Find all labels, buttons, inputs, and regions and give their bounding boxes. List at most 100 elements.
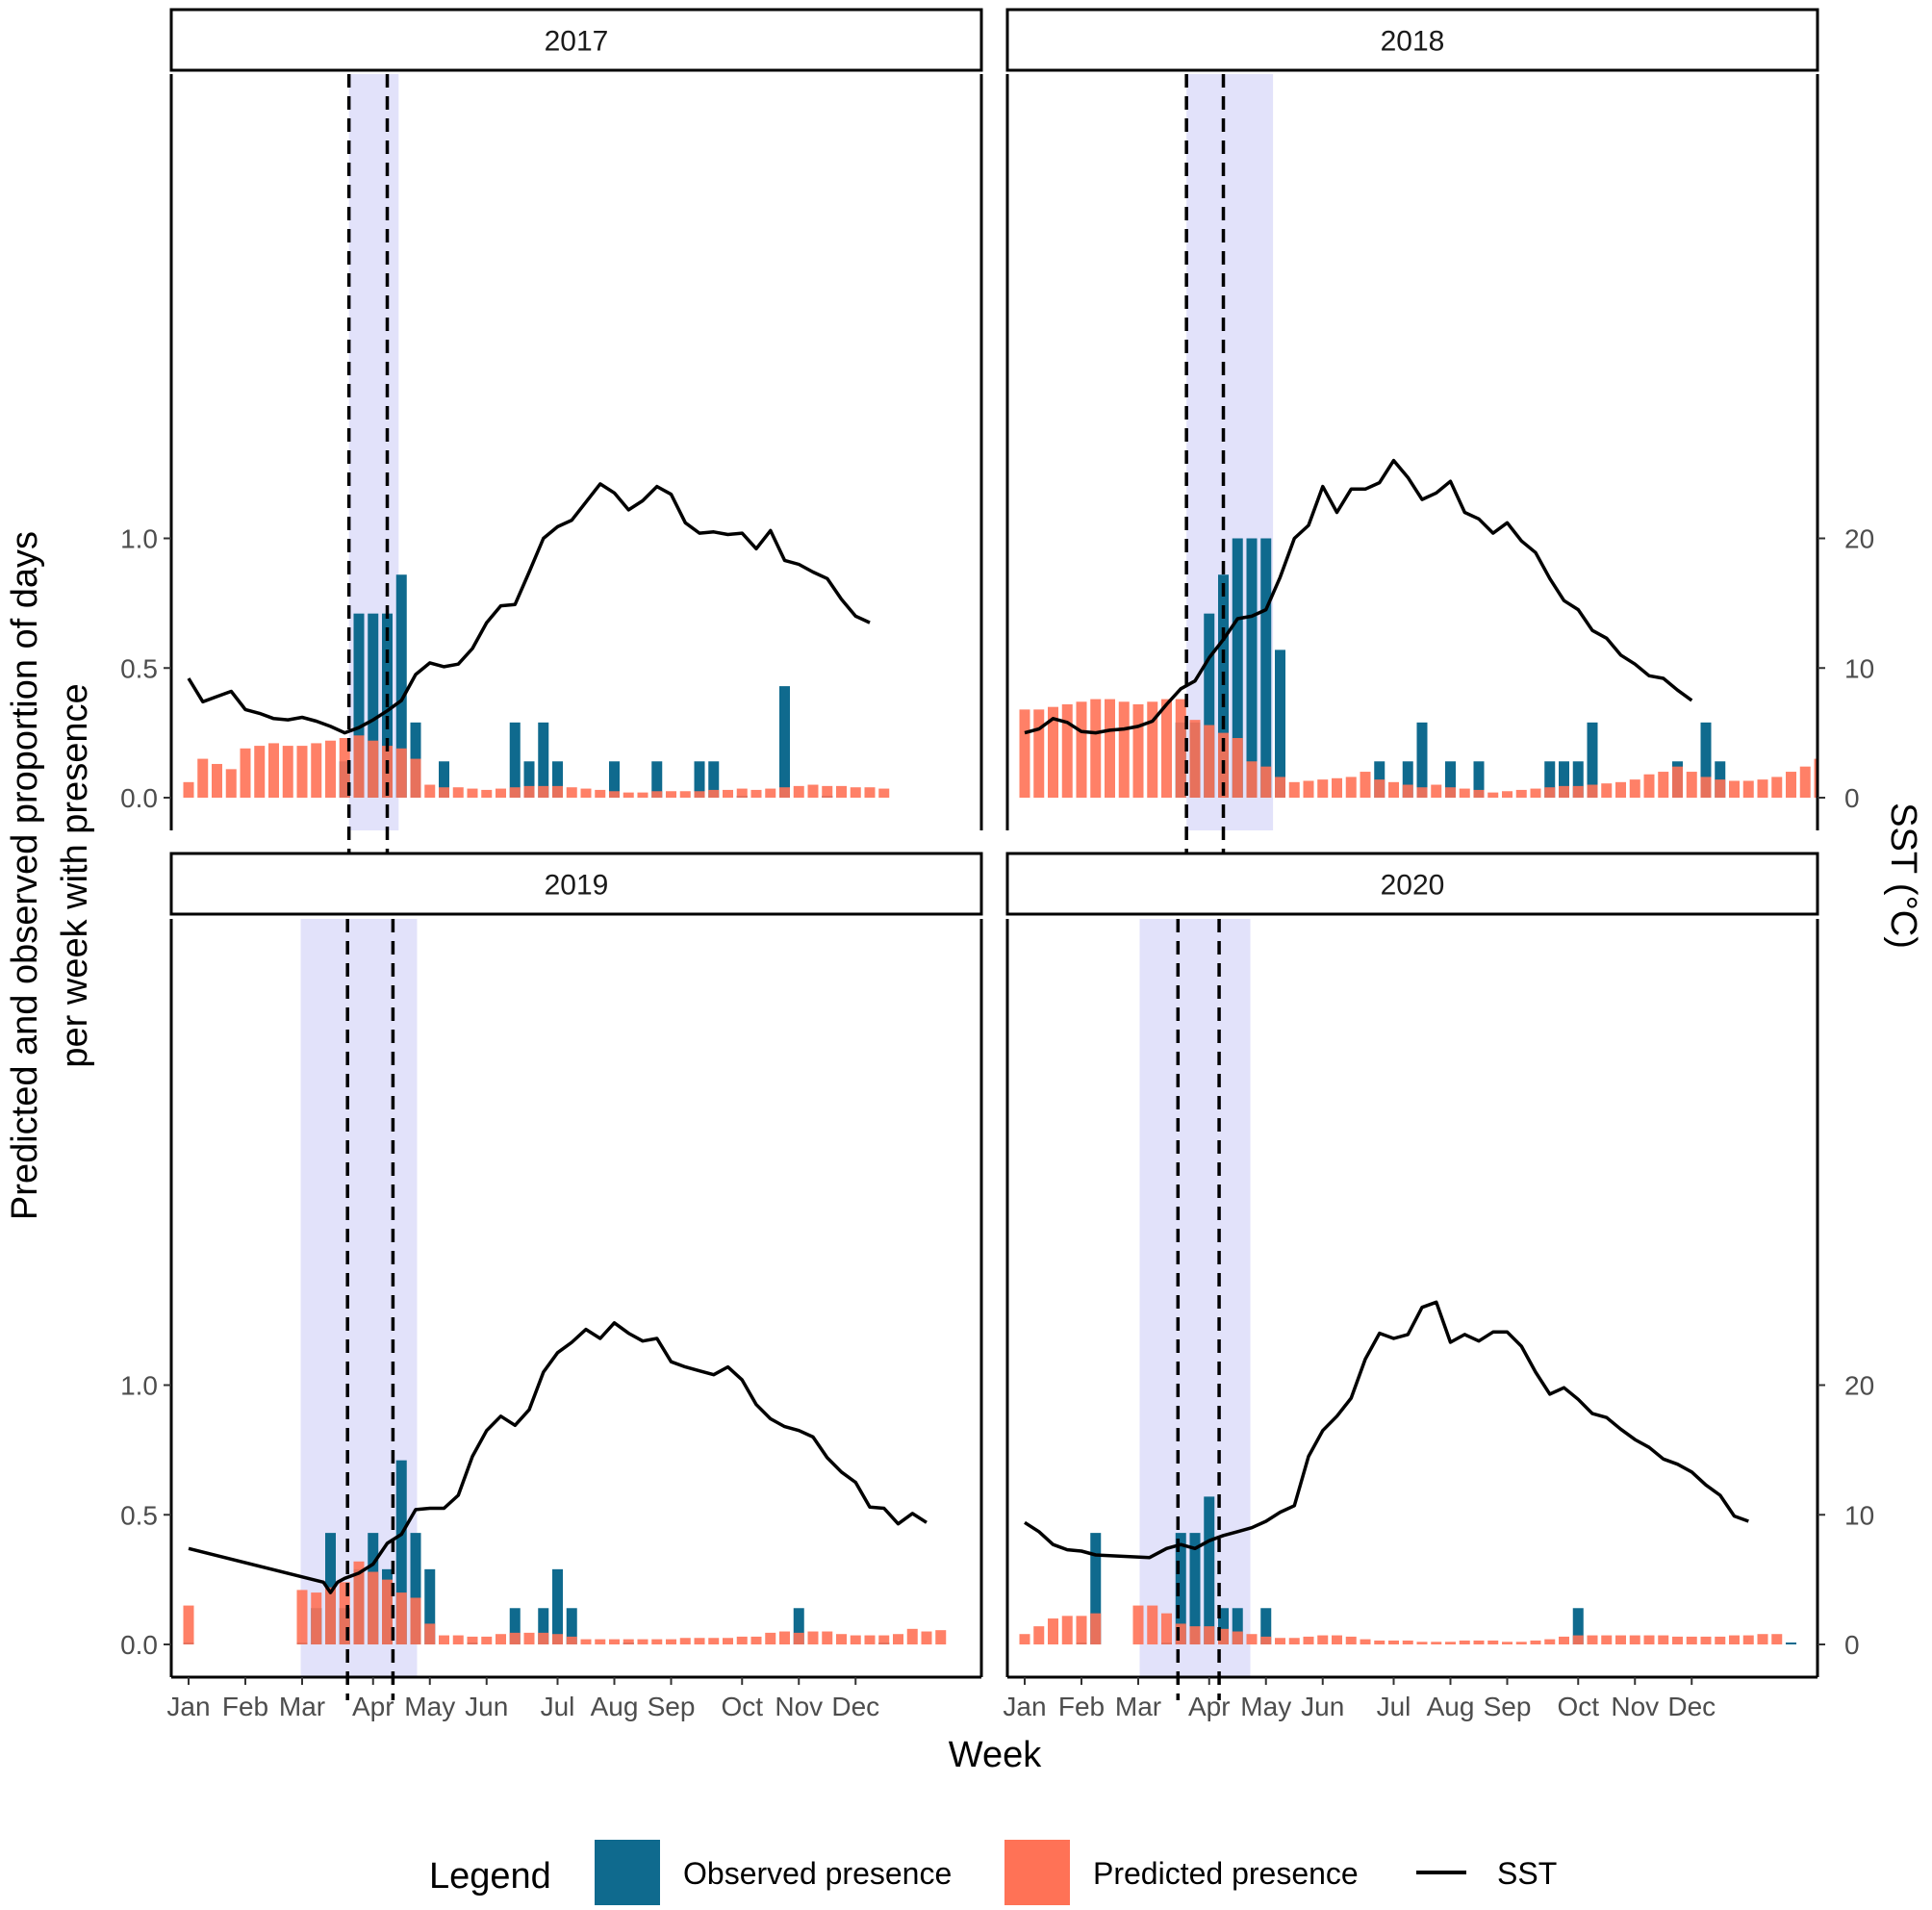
predicted-bar (523, 785, 535, 798)
predicted-bar (1487, 1640, 1499, 1644)
predicted-bar (836, 1634, 847, 1644)
panel-strip-label: 2019 (545, 870, 609, 902)
observed-bar (1445, 761, 1456, 798)
predicted-bar (1715, 1636, 1726, 1644)
predicted-bar (750, 1636, 762, 1644)
y-tick-left-label: 0.5 (120, 1500, 158, 1530)
predicted-bar (1715, 779, 1726, 798)
observed-bar (1175, 1533, 1186, 1644)
predicted-bar (1260, 766, 1272, 798)
observed-bar (1232, 538, 1243, 798)
observed-bar (1416, 722, 1428, 798)
predicted-bar (1643, 774, 1655, 798)
predicted-bar (410, 1597, 421, 1644)
predicted-bar (679, 791, 691, 798)
predicted-bar (1345, 777, 1357, 798)
observed-bar (1402, 761, 1413, 798)
predicted-bar (1090, 699, 1102, 798)
predicted-bar (893, 1634, 903, 1644)
predicted-bar (609, 1639, 620, 1644)
predicted-bar (623, 792, 634, 798)
panel-strip-label: 2020 (1381, 870, 1445, 902)
x-tick-label: Oct (1557, 1692, 1599, 1721)
predicted-bar (552, 1634, 563, 1644)
predicted-bar (1473, 1640, 1485, 1644)
predicted-bar (694, 1638, 705, 1644)
legend-key-observed (595, 1840, 660, 1905)
predicted-bar (1288, 1638, 1300, 1644)
x-tick-label: Oct (721, 1692, 763, 1721)
observed-bar (1204, 613, 1215, 798)
predicted-bar (1643, 1635, 1655, 1644)
predicted-bar (1629, 1635, 1640, 1644)
predicted-bar (1061, 1616, 1073, 1644)
predicted-bar (439, 787, 449, 798)
predicted-bar (1232, 738, 1243, 798)
predicted-bar (1814, 758, 1818, 798)
predicted-bar (467, 788, 478, 798)
predicted-bar (1048, 1618, 1058, 1644)
predicted-bar (1445, 787, 1456, 798)
observed-bar (395, 1460, 407, 1644)
sst-line (187, 482, 871, 735)
legend-key-predicted (1004, 1840, 1070, 1905)
predicted-bar (736, 788, 748, 798)
predicted-bar (1416, 1642, 1428, 1644)
predicted-bar (254, 746, 266, 798)
predicted-bar (382, 1579, 393, 1644)
predicted-bar (736, 1636, 748, 1644)
panel-content (1019, 919, 1796, 1677)
y-axis-left-title-line2: per week with presence (55, 683, 95, 1067)
predicted-bar (496, 1634, 506, 1644)
y-tick-left-label: 0.0 (120, 783, 158, 813)
panel-strip (1005, 8, 1819, 72)
predicted-bar (1374, 1640, 1385, 1644)
predicted-bar (864, 1635, 876, 1644)
predicted-bar (1601, 783, 1613, 798)
predicted-bar (1076, 701, 1087, 798)
panel-strip-label: 2018 (1381, 26, 1445, 58)
predicted-bar (1799, 766, 1811, 798)
predicted-bar (1615, 781, 1626, 798)
panel-2017: 2017 0.0 0.5 1.0 (120, 8, 983, 853)
predicted-bar (424, 784, 436, 798)
predicted-bar (1544, 1639, 1556, 1644)
x-tick-label: Aug (1427, 1692, 1475, 1721)
predicted-bar (1175, 1623, 1186, 1644)
predicted-bar (496, 788, 506, 798)
predicted-bar (1587, 784, 1598, 798)
y-tick-left-label: 0.0 (120, 1630, 158, 1660)
predicted-bar (1218, 1628, 1229, 1644)
predicted-bar (623, 1639, 634, 1644)
y-tick-right-label: 10 (1844, 1500, 1874, 1530)
legend-label-sst: SST (1497, 1856, 1557, 1891)
x-tick-label: Apr (1188, 1692, 1231, 1721)
predicted-bar (1275, 1638, 1285, 1644)
predicted-bar (1729, 1635, 1740, 1644)
observed-bar (509, 722, 521, 798)
predicted-bar (779, 787, 790, 798)
predicted-bar (1615, 1635, 1626, 1644)
y-tick-left-label: 1.0 (120, 1371, 158, 1401)
observed-bar (523, 761, 535, 798)
predicted-bar (1515, 1642, 1527, 1644)
predicted-bar (580, 788, 592, 798)
predicted-bar (1686, 772, 1697, 798)
predicted-bar (395, 1592, 407, 1644)
observed-bar (1218, 1608, 1229, 1644)
predicted-bar (779, 1631, 790, 1644)
observed-bar (708, 761, 720, 798)
predicted-bar (793, 785, 804, 798)
predicted-bar (1147, 1605, 1158, 1644)
observed-bar (424, 1568, 436, 1644)
predicted-bar (552, 785, 563, 798)
predicted-bar (836, 785, 847, 798)
predicted-bar (1771, 1634, 1783, 1644)
panel-2018: 2018 0 10 20 (1005, 8, 1874, 853)
predicted-bar (353, 1561, 365, 1644)
predicted-bar (183, 1605, 194, 1644)
observed-bar (1587, 722, 1598, 798)
panel-2020: 2020 0 10 20 Jan Feb Mar Apr May Jun Jul Aug Sep Oct N… (1003, 852, 1874, 1721)
y-tick-right-label: 20 (1844, 524, 1874, 554)
predicted-bar (609, 791, 620, 798)
